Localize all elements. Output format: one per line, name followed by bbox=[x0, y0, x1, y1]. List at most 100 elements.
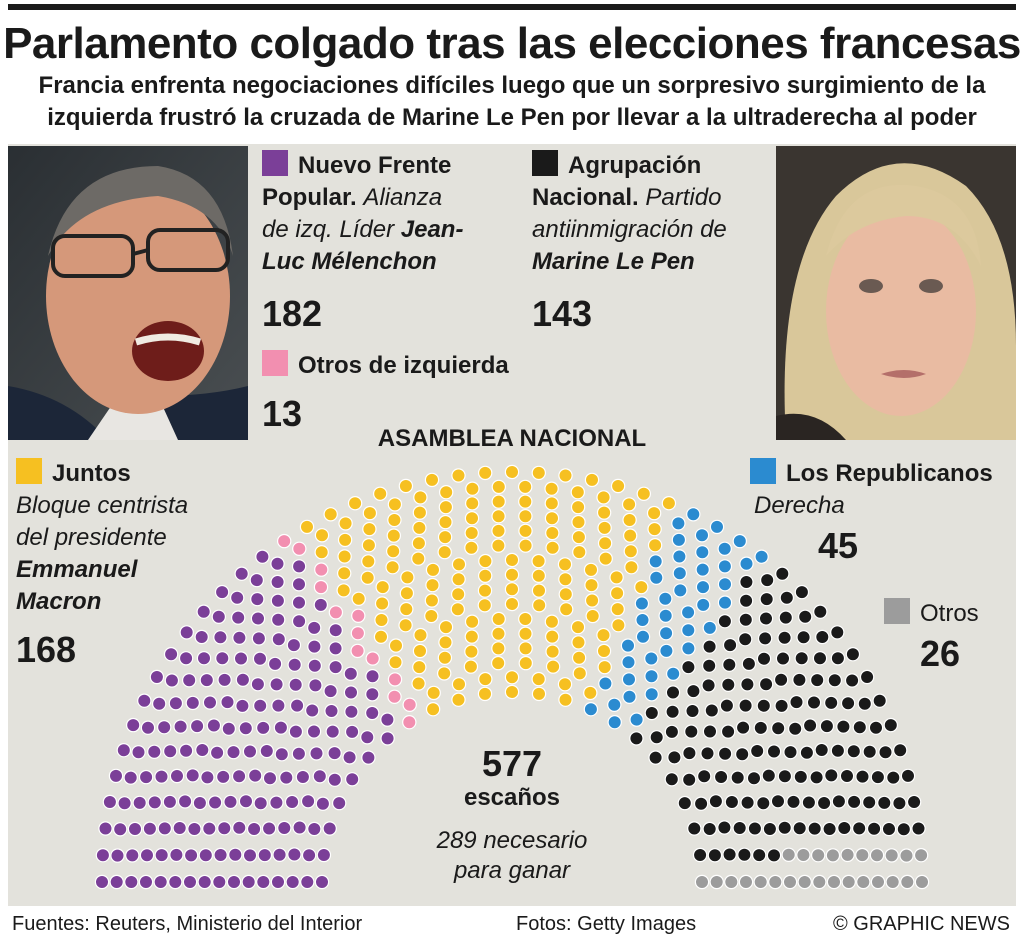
seat-dot bbox=[291, 746, 307, 762]
seat-dot bbox=[251, 631, 267, 646]
seat-dot bbox=[365, 687, 380, 702]
seat-dot bbox=[570, 619, 586, 635]
seat-dot bbox=[196, 651, 212, 666]
seat-dot bbox=[132, 795, 147, 811]
seat-dot bbox=[250, 611, 266, 626]
seat-dot bbox=[249, 572, 264, 588]
seat-dot bbox=[217, 672, 232, 688]
seat-dot bbox=[157, 821, 172, 836]
seat-dot bbox=[732, 820, 747, 836]
legend-name-otros: Otros bbox=[920, 600, 979, 627]
seat-dot bbox=[450, 602, 465, 617]
seat-dot bbox=[271, 632, 286, 647]
seat-dot bbox=[870, 769, 886, 785]
seat-dot bbox=[730, 770, 745, 785]
seat-dot bbox=[856, 874, 871, 890]
seat-dot bbox=[230, 610, 246, 625]
seat-dot bbox=[782, 874, 798, 890]
seat-dot bbox=[610, 601, 625, 617]
seat-dot bbox=[766, 744, 782, 759]
seat-dot bbox=[665, 704, 680, 720]
seat-dot bbox=[235, 698, 250, 714]
seat-dot bbox=[162, 794, 178, 810]
legend-swatch-otros-izq bbox=[262, 350, 288, 376]
seat-dot bbox=[151, 696, 167, 711]
seat-dot bbox=[380, 731, 395, 746]
seat-dot bbox=[911, 821, 926, 836]
seat-dot bbox=[138, 874, 154, 890]
seat-dot bbox=[223, 794, 238, 810]
seat-dot bbox=[682, 772, 697, 787]
seat-dot bbox=[681, 641, 696, 656]
seat-dot bbox=[343, 666, 358, 682]
legend-seats-rn: 143 bbox=[532, 293, 593, 334]
seat-dot bbox=[350, 643, 365, 659]
seat-dot bbox=[756, 651, 772, 666]
seat-dot bbox=[259, 743, 274, 759]
seat-dot bbox=[292, 820, 307, 835]
melenchon-photo bbox=[8, 146, 248, 440]
seat-dot bbox=[677, 795, 693, 811]
seat-dot bbox=[794, 651, 809, 666]
seat-dot bbox=[337, 532, 353, 548]
seat-dot bbox=[695, 579, 711, 595]
seat-dot bbox=[684, 724, 699, 739]
legend-nfp: Nuevo Frente Popular. Alianza de izq. Lí… bbox=[262, 150, 512, 336]
legend-swatch-nfp bbox=[262, 150, 288, 176]
seat-dot bbox=[202, 695, 218, 710]
seat-dot bbox=[491, 479, 506, 495]
seat-dot bbox=[667, 750, 682, 765]
seat-dot bbox=[207, 795, 223, 810]
seat-dot bbox=[343, 685, 359, 700]
seat-dot bbox=[228, 847, 243, 863]
seat-dot bbox=[558, 468, 573, 483]
seat-dot bbox=[504, 596, 520, 612]
seat-dot bbox=[692, 847, 708, 863]
seat-dot bbox=[571, 529, 587, 545]
seat-dot bbox=[464, 540, 479, 556]
seat-dot bbox=[179, 625, 194, 640]
seat-dot bbox=[316, 847, 332, 863]
seat-dot bbox=[717, 541, 732, 557]
seat-dot bbox=[477, 686, 493, 702]
seat-dot bbox=[387, 497, 403, 512]
seat-dot bbox=[232, 820, 247, 836]
seat-dot bbox=[337, 549, 352, 564]
seat-dot bbox=[181, 673, 197, 688]
seat-dot bbox=[544, 614, 560, 629]
seat-dot bbox=[845, 647, 861, 662]
seat-dot bbox=[846, 794, 862, 810]
seat-dot bbox=[504, 552, 520, 568]
seat-dot bbox=[365, 651, 380, 666]
seat-dot bbox=[217, 821, 232, 836]
seat-dot bbox=[629, 712, 644, 727]
legend-seats-lr: 45 bbox=[818, 525, 859, 566]
seat-dot bbox=[796, 847, 811, 863]
seat-dot bbox=[596, 643, 612, 659]
seat-dot bbox=[761, 768, 777, 783]
seat-dot bbox=[491, 655, 506, 671]
seat-dot bbox=[387, 689, 402, 705]
seat-dot bbox=[189, 718, 205, 734]
seat-dot bbox=[309, 746, 324, 761]
seat-dot bbox=[773, 672, 789, 688]
legend-name-rn-2: Nacional. bbox=[532, 184, 639, 211]
seat-dot bbox=[491, 523, 506, 539]
seat-dot bbox=[137, 693, 152, 708]
seat-dot bbox=[649, 730, 664, 745]
legend-desc-nfp-a: Alianza bbox=[363, 184, 443, 211]
seat-dot bbox=[598, 551, 613, 566]
seat-dot bbox=[288, 724, 304, 739]
seat-dot bbox=[777, 769, 793, 784]
seat-dot bbox=[544, 511, 560, 526]
seat-dot bbox=[238, 721, 253, 736]
seat-dot bbox=[109, 874, 124, 890]
seat-dot bbox=[402, 715, 417, 730]
legend-swatch-otros bbox=[884, 598, 910, 624]
seat-dot bbox=[544, 481, 559, 496]
seat-dot bbox=[717, 559, 733, 574]
legend-leader-juntos-1: Emmanuel bbox=[16, 556, 138, 583]
seat-dot bbox=[740, 677, 755, 692]
seat-dot bbox=[852, 821, 867, 836]
seat-dot bbox=[672, 566, 688, 581]
